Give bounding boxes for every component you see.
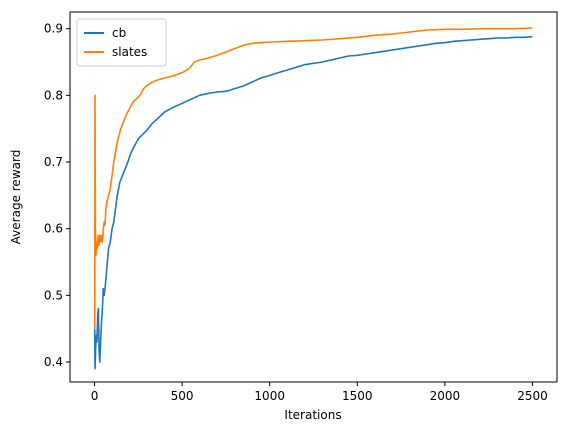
series-line-slates xyxy=(93,27,533,329)
y-axis-ticks: 0.4 0.5 0.6 0.7 0.8 0.9 xyxy=(44,22,70,369)
y-tick-label: 0.9 xyxy=(44,22,63,36)
y-tick-label: 0.8 xyxy=(44,88,63,102)
plot-area xyxy=(69,11,558,383)
y-axis-label: Average reward xyxy=(9,150,23,245)
y-tick-label: 0.5 xyxy=(44,288,63,302)
x-tick-label: 1500 xyxy=(342,389,373,403)
x-tick-label: 0 xyxy=(91,389,99,403)
legend-box xyxy=(76,18,167,67)
x-axis-label: Iterations xyxy=(284,408,341,422)
x-tick-label: 500 xyxy=(171,389,194,403)
legend-label-slates: slates xyxy=(112,45,147,59)
series-layer xyxy=(93,27,533,370)
x-tick-label: 2000 xyxy=(430,389,461,403)
x-tick-label: 1000 xyxy=(254,389,285,403)
x-axis-ticks: 0 500 1000 1500 2000 2500 xyxy=(91,382,548,403)
y-tick-label: 0.4 xyxy=(44,355,63,369)
legend: cb slates xyxy=(76,18,167,67)
y-tick-label: 0.7 xyxy=(44,155,63,169)
series-line-cb xyxy=(93,35,533,370)
x-tick-label: 2500 xyxy=(517,389,548,403)
y-tick-label: 0.6 xyxy=(44,222,63,236)
legend-label-cb: cb xyxy=(112,26,126,40)
